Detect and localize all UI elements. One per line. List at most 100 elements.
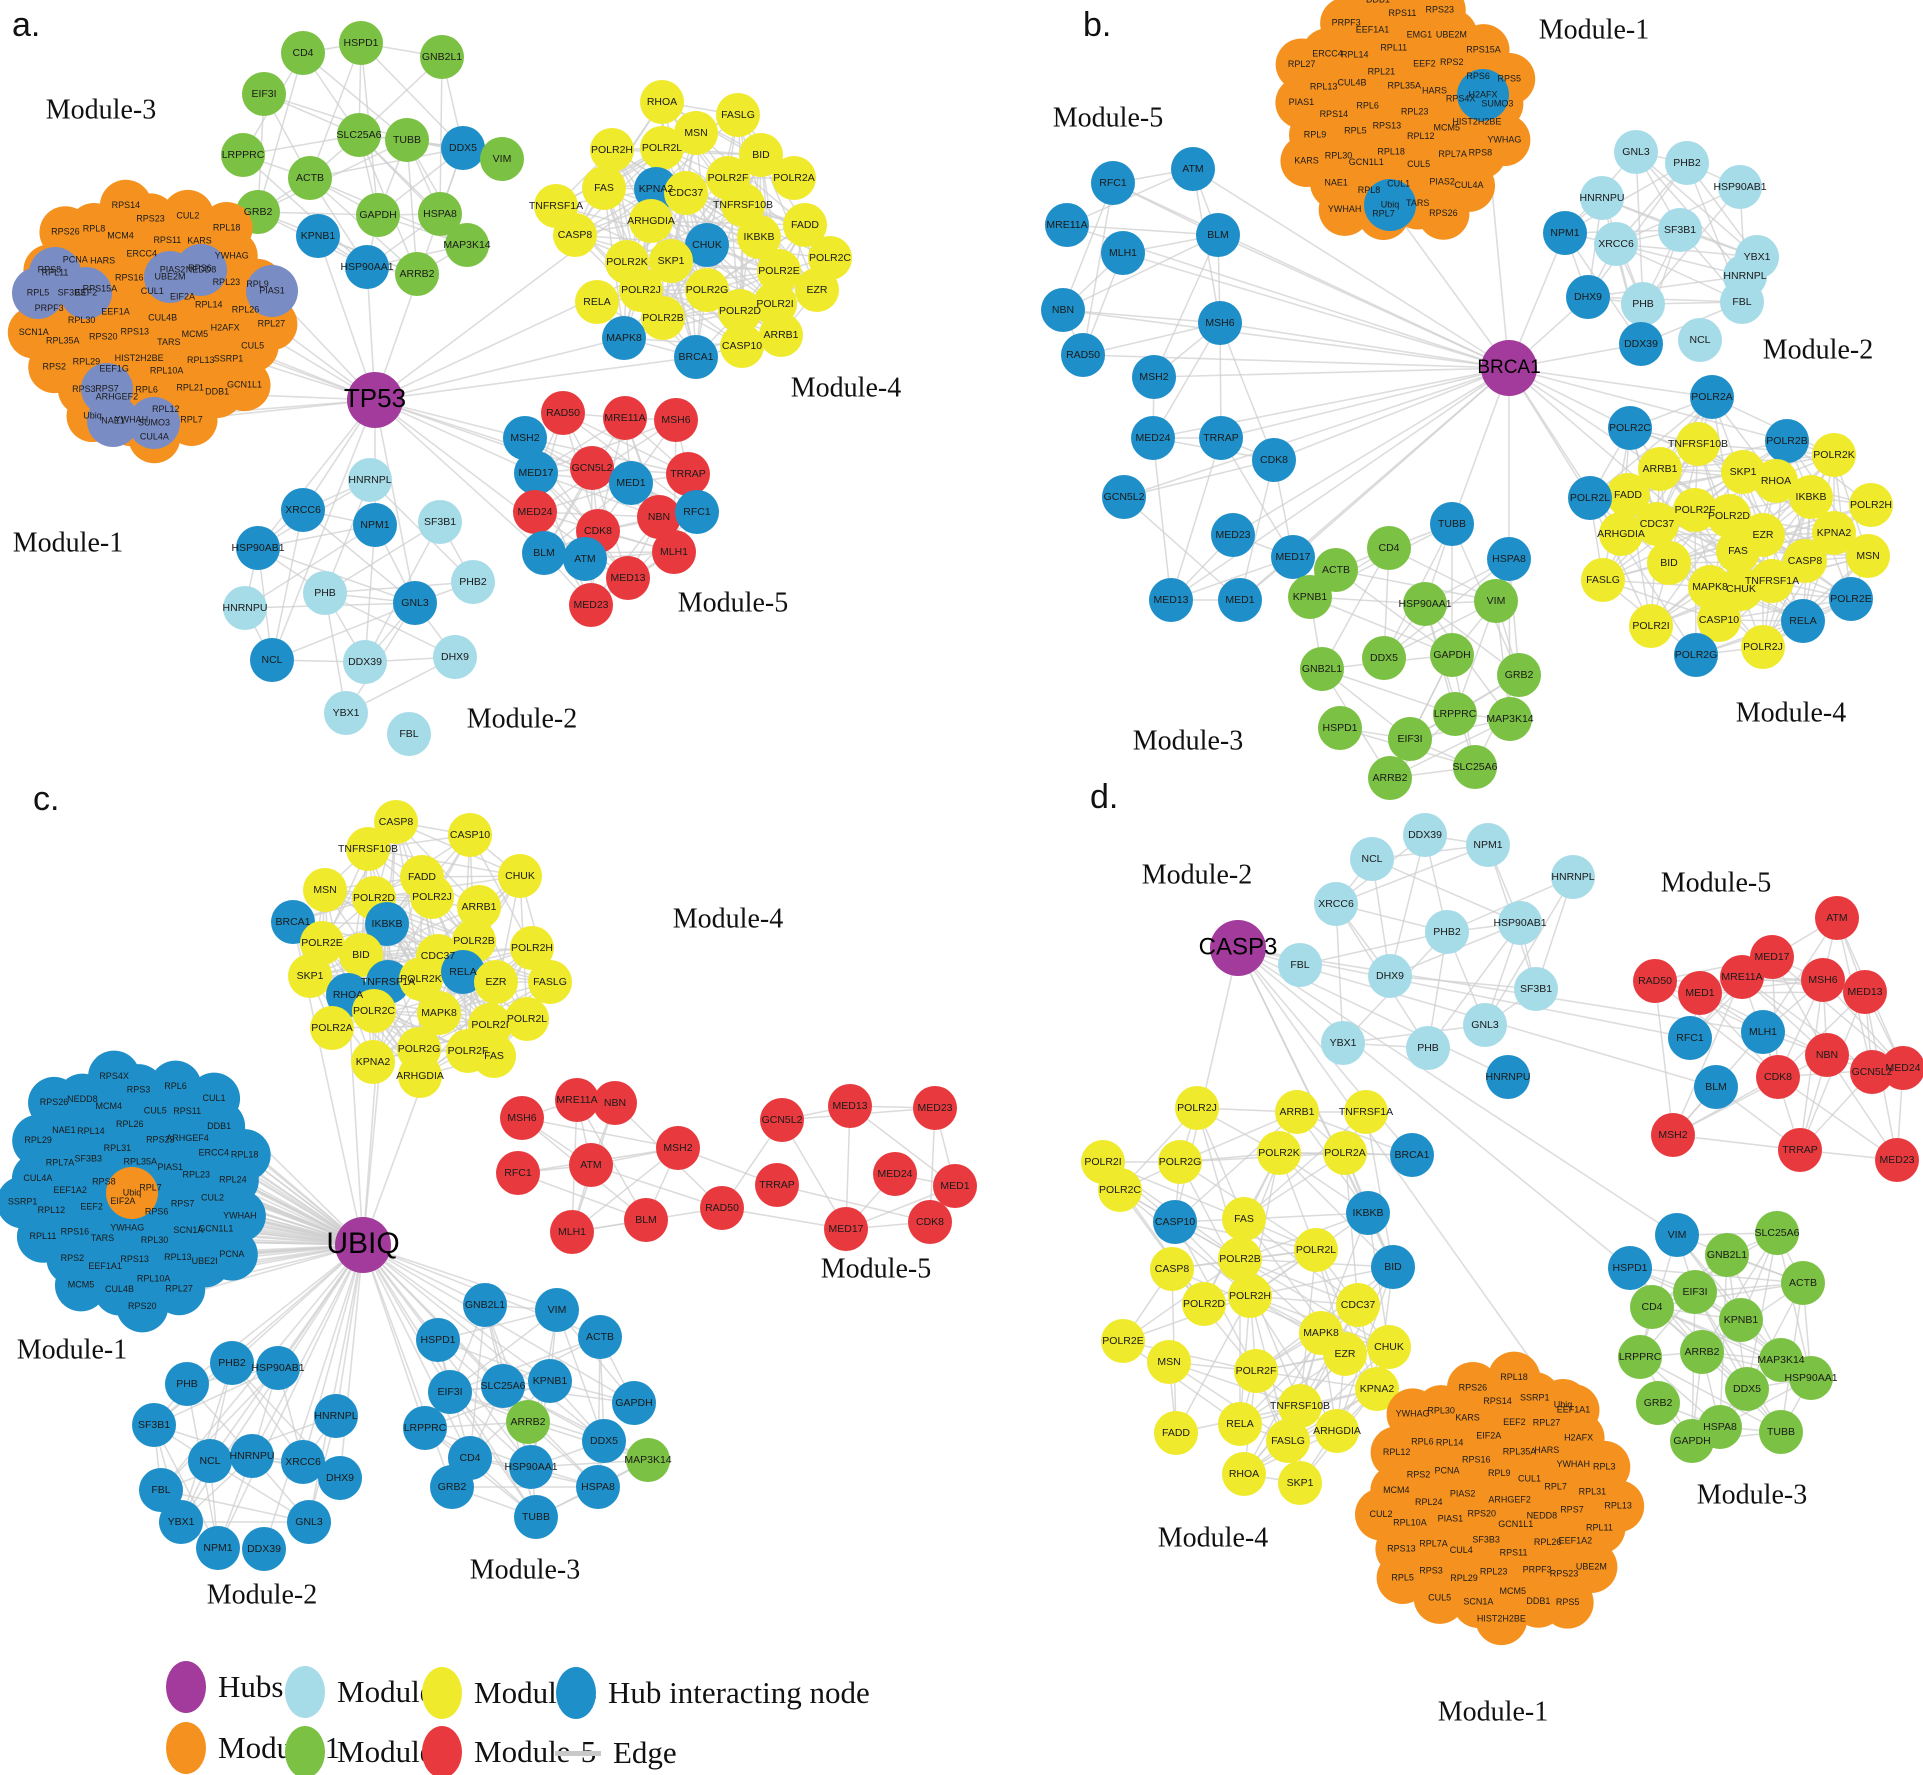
- node-label: POLR2J: [412, 891, 452, 903]
- node-MLH1: [550, 1210, 594, 1254]
- node-label: HNRNPL: [1551, 871, 1594, 883]
- node-POLR2F: [1234, 1349, 1278, 1393]
- edge: [362, 1244, 558, 1311]
- node-POLR2E: [1829, 577, 1873, 621]
- node-label: EEF2: [1503, 1417, 1526, 1427]
- node-ARHGDIA: [629, 199, 673, 243]
- node-label: RPL7: [180, 414, 203, 424]
- node-label: GCN5L2: [572, 462, 613, 474]
- node-label: MED1: [616, 477, 645, 489]
- node-label: HNRNPU: [1580, 192, 1625, 204]
- node-POLR2H: [510, 926, 554, 970]
- node-RPS5: [1541, 1576, 1594, 1629]
- edge: [406, 139, 418, 275]
- node-EZR: [474, 960, 518, 1004]
- node-label: ARRB1: [1279, 1106, 1314, 1118]
- node-DDX39: [343, 640, 387, 684]
- edge: [153, 1367, 279, 1426]
- node-label: POLR2F: [708, 172, 749, 184]
- node-YBX1: [1321, 1021, 1365, 1065]
- node-MED24: [513, 490, 557, 534]
- node-label: RPL11: [1380, 43, 1407, 53]
- edge: [271, 602, 416, 661]
- node-label: ARHGEF2: [96, 391, 139, 401]
- node-XRCC6: [1594, 222, 1638, 266]
- edge: [1389, 975, 1537, 990]
- edge: [374, 337, 625, 401]
- node-POLR2K: [399, 957, 443, 1001]
- node-IKBKB: [1346, 1191, 1390, 1235]
- node-label: POLR2D: [1183, 1298, 1225, 1310]
- edge: [242, 154, 368, 268]
- node-label: TUBB: [522, 1511, 550, 1523]
- node-label: MRE11A: [556, 1094, 597, 1106]
- node-label: RPL27: [1288, 59, 1316, 69]
- legend-swatch-hubs: [166, 1661, 206, 1713]
- node-label: ARHGDIA: [627, 215, 675, 227]
- node-label: BRCA1: [275, 916, 310, 928]
- node-PIAS1: [246, 265, 298, 317]
- module-label: Module-5: [821, 1253, 931, 1284]
- node-label: TARS: [1406, 198, 1429, 208]
- node-FASLG: [1266, 1419, 1310, 1463]
- node-SLC25A6: [1453, 745, 1497, 789]
- edge: [662, 224, 806, 319]
- node-label: RAD50: [546, 407, 580, 419]
- node-label: GNL3: [295, 1516, 323, 1528]
- node-label: RPS6: [1466, 71, 1490, 81]
- node-label: PIAS1: [1289, 97, 1315, 107]
- node-KPNB1: [1719, 1298, 1763, 1342]
- node-label: MRE11A: [1721, 971, 1762, 983]
- edge: [362, 1244, 451, 1393]
- edge: [1309, 596, 1453, 656]
- edge: [1239, 459, 1275, 601]
- node-label: MED17: [828, 1223, 863, 1235]
- node-label: FADD: [1614, 489, 1642, 501]
- node-SF3B1: [418, 500, 462, 544]
- node-MRE11A: [603, 396, 647, 440]
- node-label: PIAS2: [160, 264, 186, 274]
- node-label: RPS7: [1560, 1504, 1584, 1514]
- node-BRCA1: [674, 335, 718, 379]
- node-label: MED13: [1153, 594, 1188, 606]
- node-label: MAP3K14: [1486, 713, 1533, 725]
- node-label: POLR2D: [353, 892, 395, 904]
- edge: [1170, 367, 1510, 601]
- node-label: MED17: [1754, 951, 1789, 963]
- edge: [1062, 234, 1219, 311]
- node-label: SCN1A: [173, 1225, 203, 1235]
- node-POLR2B: [641, 296, 685, 340]
- node-IKBKB: [737, 215, 781, 259]
- node-label: GRB2: [1505, 669, 1534, 681]
- edge: [362, 1244, 453, 1488]
- node-label: FBL: [399, 728, 418, 740]
- edge: [309, 42, 362, 179]
- node-label: MCM4: [1383, 1485, 1410, 1495]
- node-label: HNRNPU: [1486, 1071, 1531, 1083]
- node-label: POLR2L: [1296, 1244, 1336, 1256]
- node-label: HSP90AB1: [231, 542, 284, 554]
- node-XRCC6: [281, 1440, 325, 1484]
- node-label: CUL1: [1387, 178, 1410, 188]
- node-label: PIAS1: [259, 285, 285, 295]
- node-label: RFC1: [683, 506, 711, 518]
- node-POLR2A: [1690, 375, 1734, 419]
- node-GCN5L2: [570, 446, 614, 490]
- edge: [1654, 980, 1674, 1136]
- node-NCL: [188, 1439, 232, 1483]
- node-label: MED23: [573, 599, 608, 611]
- node-label: RPS23: [1425, 5, 1454, 15]
- node-ATM: [1171, 147, 1215, 191]
- hub-node-TP53: [347, 372, 403, 428]
- node-label: POLR2D: [1708, 510, 1750, 522]
- edge: [521, 1117, 679, 1149]
- node-POLR2C: [1098, 1168, 1142, 1212]
- node-label: CUL4A: [23, 1173, 52, 1183]
- edge: [1695, 598, 1852, 656]
- edge: [374, 399, 545, 554]
- edge: [1389, 718, 1511, 779]
- node-RHOA: [1222, 1452, 1266, 1496]
- node-label: RPS2: [42, 362, 66, 372]
- legend-swatch-module-2: [285, 1666, 325, 1718]
